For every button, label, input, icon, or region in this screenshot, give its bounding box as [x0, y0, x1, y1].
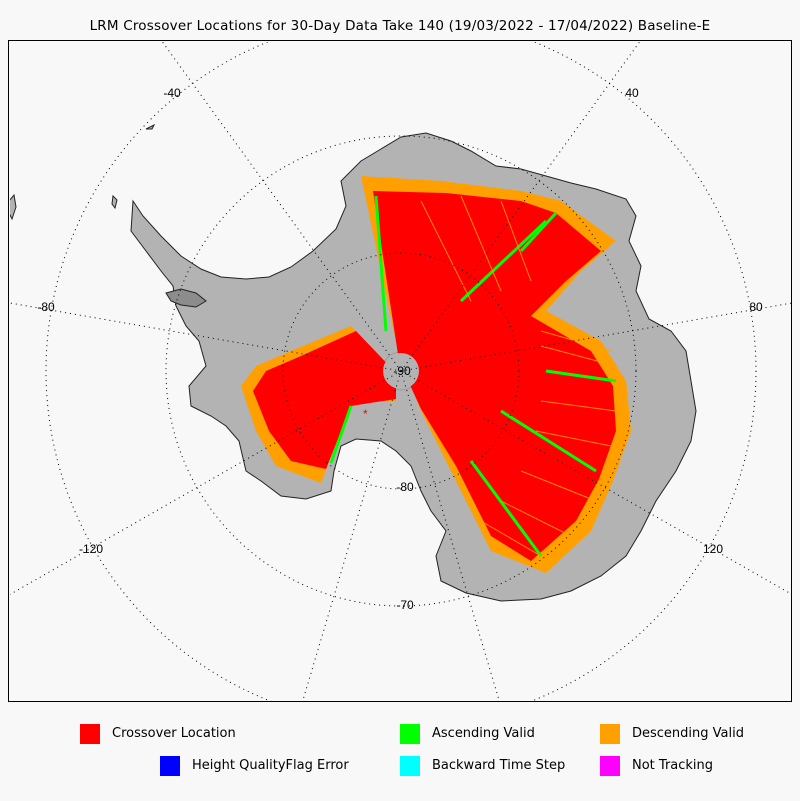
legend-label: Ascending Valid — [432, 726, 535, 741]
lat-label-80: -80 — [396, 480, 414, 494]
legend-label: Height QualityFlag Error — [192, 758, 349, 773]
lon-label-neg80: -80 — [37, 300, 55, 314]
map-title: LRM Crossover Locations for 30-Day Data … — [89, 18, 711, 34]
lon-label-neg120: -120 — [79, 542, 103, 556]
crossover-marker: * — [363, 407, 368, 421]
legend-swatch — [400, 724, 420, 744]
island-small — [145, 123, 156, 130]
crossover-coverage: * — [241, 176, 631, 573]
legend-swatch — [400, 756, 420, 776]
lon-label-120: 120 — [703, 542, 723, 556]
legend-swatch — [160, 756, 180, 776]
pole-label: -90 — [393, 364, 411, 378]
ice-shelf-outline — [165, 288, 207, 308]
legend-label: Backward Time Step — [432, 758, 566, 773]
map-frame: * -90 -80 -70 -40 40 -80 80 -120 — [8, 40, 792, 702]
lon-label-80: 80 — [749, 300, 763, 314]
legend-label: Crossover Location — [112, 726, 236, 741]
descending-track-texture — [420, 195, 617, 557]
lat-label-70: -70 — [396, 598, 414, 612]
legend-swatch — [600, 756, 620, 776]
lon-label-40: 40 — [625, 86, 639, 100]
legend-label: Descending Valid — [632, 726, 744, 741]
legend-swatch — [600, 724, 620, 744]
legend-swatch — [80, 724, 100, 744]
ascending-valid-tracks — [329, 195, 617, 557]
crossover-region-west — [253, 331, 396, 469]
crossover-region-east — [373, 191, 616, 561]
island-west — [10, 193, 17, 221]
south-shetland-islands — [111, 194, 118, 210]
lon-label-neg40: -40 — [163, 86, 181, 100]
legend-label: Not Tracking — [632, 758, 714, 773]
